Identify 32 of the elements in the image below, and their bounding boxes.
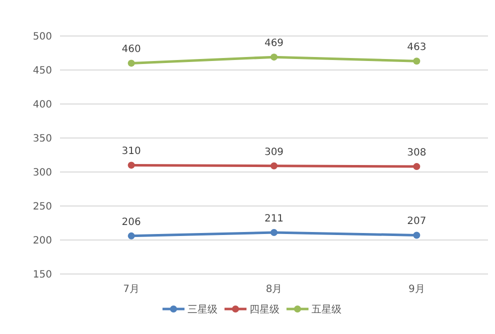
data-label: 463 xyxy=(407,42,426,54)
data-label: 469 xyxy=(264,38,284,50)
y-tick-label: 400 xyxy=(32,100,52,110)
point xyxy=(413,58,420,65)
y-tick-label: 300 xyxy=(32,168,52,178)
data-label: 207 xyxy=(407,216,426,228)
x-tick-label: 9月 xyxy=(408,284,425,295)
data-label: 211 xyxy=(264,214,284,225)
y-tick-label: 500 xyxy=(32,32,52,42)
y-tick-label: 450 xyxy=(32,66,52,76)
point xyxy=(413,163,420,170)
data-label: 309 xyxy=(264,146,284,158)
x-tick-label: 8月 xyxy=(266,284,282,295)
y-tick-label: 350 xyxy=(32,134,52,144)
point xyxy=(270,54,278,61)
data-label: 310 xyxy=(122,146,141,158)
x-tick-label: 7月 xyxy=(123,284,140,295)
point xyxy=(128,232,135,240)
point xyxy=(270,229,278,236)
data-label: 206 xyxy=(122,216,141,228)
point xyxy=(413,232,420,239)
legend-label: 四星级 xyxy=(250,304,280,316)
legend-label: 三星级 xyxy=(188,304,218,316)
y-tick-label: 250 xyxy=(32,202,52,212)
legend-label: 五星级 xyxy=(312,304,342,316)
y-tick-label: 150 xyxy=(32,270,52,280)
point xyxy=(270,162,278,170)
data-label: 308 xyxy=(407,148,426,159)
point xyxy=(128,162,135,169)
point xyxy=(128,60,135,67)
y-tick-label: 200 xyxy=(32,236,52,246)
data-label: 460 xyxy=(122,44,141,56)
